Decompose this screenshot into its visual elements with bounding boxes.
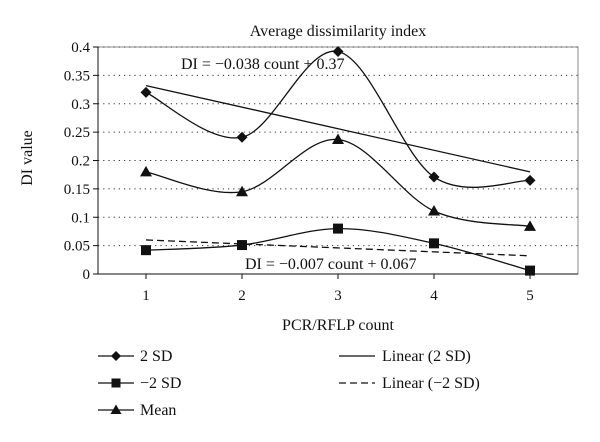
point-mean — [140, 165, 152, 177]
x-tick-label: 2 — [238, 288, 246, 304]
legend-label-2sd: 2 SD — [140, 348, 172, 365]
y-tick-label: 0 — [83, 267, 91, 283]
point-2-sd — [140, 86, 152, 98]
legend-item-linear-2sd: Linear (2 SD) — [339, 348, 471, 365]
x-tick-label: 5 — [526, 288, 534, 304]
legend-label-minus-2sd: −2 SD — [140, 375, 181, 392]
legend-square-marker — [111, 378, 121, 388]
x-tick-label: 4 — [430, 288, 438, 304]
point-2-sd — [524, 174, 536, 186]
x-tick-label: 1 — [142, 288, 150, 304]
legend-label-linear-2sd: Linear (2 SD) — [382, 348, 471, 365]
chart-title: Average dissimilarity index — [250, 23, 427, 40]
legend-item-2sd: 2 SD — [98, 348, 172, 365]
y-tick-label: 0.2 — [71, 154, 90, 170]
legend-item-linear-minus-2sd: Linear (−2 SD) — [339, 375, 480, 392]
trendlines — [145, 84, 531, 257]
series-mean — [140, 133, 536, 231]
x-axis-label: PCR/RFLP count — [282, 317, 394, 334]
point-mean — [524, 220, 536, 231]
legend-label-linear-minus-2sd: Linear (−2 SD) — [382, 375, 480, 392]
trend-equation-2sd: DI = −0.038 count + 0.37 — [181, 56, 345, 73]
legend-triangle-marker — [110, 404, 122, 414]
series-line-mean — [145, 138, 531, 227]
y-tick-label: 0.3 — [71, 97, 90, 113]
gridlines — [98, 46, 578, 247]
point-mean — [332, 133, 344, 145]
point-minus-2-sd — [333, 223, 343, 234]
legend-item-mean: Mean — [98, 402, 176, 419]
y-tick-label: 0.05 — [64, 239, 90, 255]
y-axis-tick-labels: 0 0.05 0.1 0.15 0.2 0.25 0.3 0.35 0.4 — [64, 40, 98, 283]
series-minus-2-sd — [141, 223, 535, 276]
y-tick-label: 0.35 — [64, 68, 90, 84]
x-tick-label: 3 — [334, 288, 342, 304]
y-tick-label: 0.4 — [71, 40, 90, 56]
point-minus-2-sd — [429, 238, 439, 249]
trend-equation-minus-2sd: DI = −0.007 count + 0.067 — [245, 256, 417, 273]
y-tick-label: 0.1 — [71, 210, 90, 226]
trendline-linear-minus-2-sd — [145, 239, 531, 257]
point-2-sd — [236, 131, 248, 143]
point-minus-2-sd — [525, 265, 535, 276]
legend-diamond-marker — [111, 351, 121, 361]
data-series — [140, 46, 536, 276]
legend-label-mean: Mean — [140, 402, 176, 419]
y-tick-label: 0.15 — [64, 182, 90, 198]
y-tick-label: 0.25 — [64, 125, 90, 141]
legend-item-minus-2sd: −2 SD — [98, 375, 181, 392]
point-minus-2-sd — [141, 245, 151, 256]
trendline-linear-2-sd — [145, 84, 531, 173]
x-axis-tick-labels: 1 2 3 4 5 — [142, 274, 534, 304]
legend: 2 SD −2 SD Mean Linear (2 SD) Linear (−2… — [98, 348, 480, 419]
series-2-sd — [140, 46, 536, 188]
point-minus-2-sd — [237, 240, 247, 251]
y-axis-label: DI value — [19, 130, 36, 186]
point-2-sd — [332, 46, 344, 58]
point-mean — [236, 185, 248, 197]
point-2-sd — [428, 171, 440, 183]
point-mean — [428, 205, 440, 216]
